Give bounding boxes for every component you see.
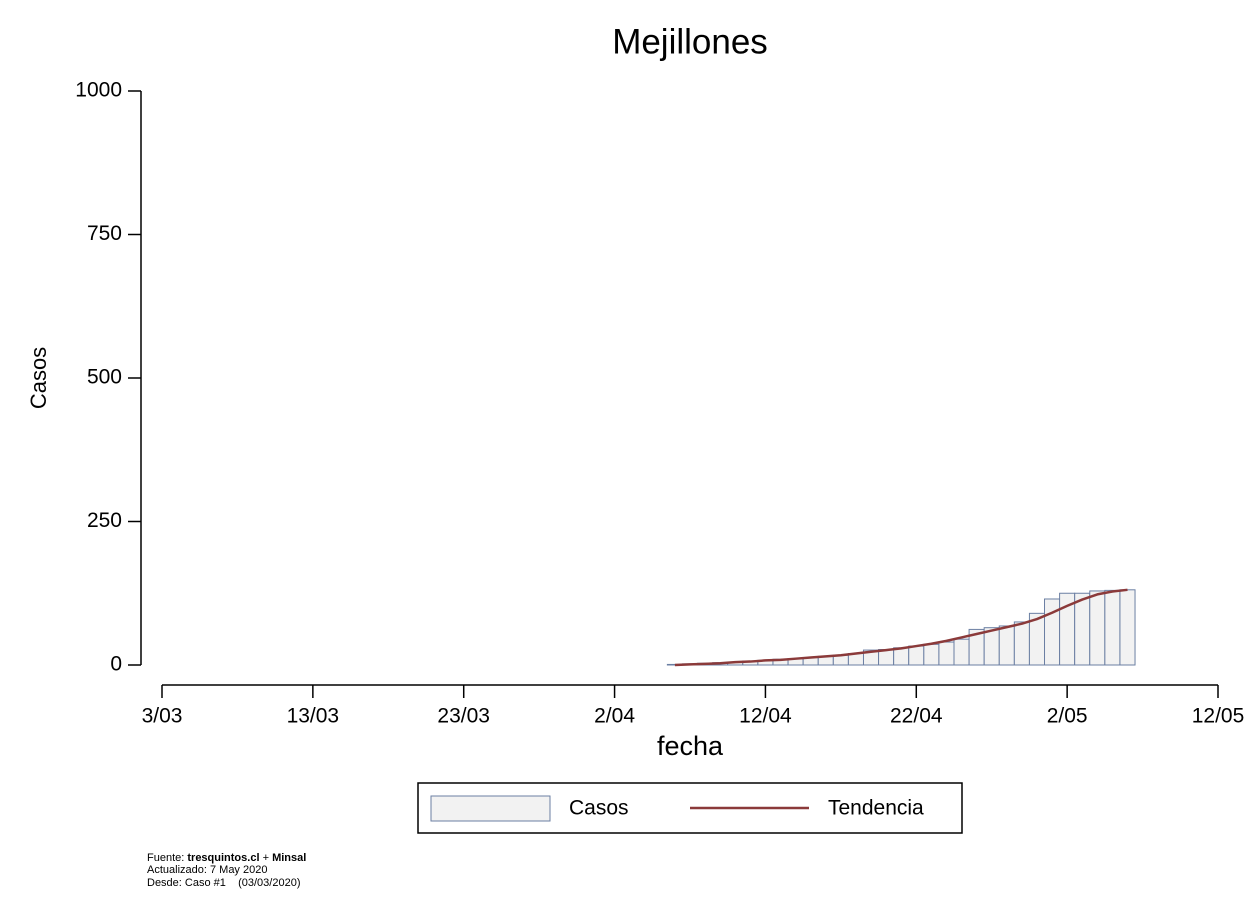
x-tick-label: 12/04 (739, 705, 792, 728)
bar (983, 627, 1000, 666)
legend-label: Casos (569, 797, 629, 820)
footer-text: tresquintos.cl (187, 852, 259, 864)
x-tick-label: 12/05 (1192, 705, 1245, 728)
trend-line (674, 588, 1128, 667)
y-tick-label: 1000 (75, 79, 122, 102)
bar (1104, 589, 1121, 666)
bar (1013, 621, 1030, 666)
x-tick-label: 22/04 (890, 705, 943, 728)
footer-since: Desde: Caso #1 (03/03/2020) (147, 877, 300, 889)
x-tick-label: 2/05 (1047, 705, 1088, 728)
x-axis-label: fecha (657, 731, 724, 761)
bar (998, 625, 1015, 666)
bar (1119, 589, 1136, 666)
legend-swatch (430, 795, 551, 822)
legend-label: Tendencia (828, 797, 924, 820)
x-tick-label: 2/04 (594, 705, 635, 728)
y-tick-label: 0 (110, 653, 122, 676)
y-tick-label: 750 (87, 222, 122, 245)
x-tick-label: 13/03 (287, 705, 340, 728)
bar (1044, 598, 1061, 666)
footer-text: + (263, 852, 269, 864)
x-tick-label: 23/03 (437, 705, 490, 728)
bar (938, 641, 955, 666)
bar (953, 638, 970, 666)
y-tick-label: 500 (87, 366, 122, 389)
y-tick-label: 250 (87, 509, 122, 532)
bar (893, 647, 910, 666)
bar (908, 645, 925, 666)
footer-text: Minsal (272, 852, 306, 864)
bar (1089, 590, 1106, 666)
footer-updated: Actualizado: 7 May 2020 (147, 864, 267, 876)
bar (923, 643, 940, 666)
footer-text: Fuente: (147, 852, 184, 864)
y-axis-label: Casos (26, 347, 51, 409)
chart-title: Mejillones (612, 22, 768, 61)
x-tick-label: 3/03 (142, 705, 183, 728)
bar (1074, 592, 1091, 666)
footer-source: Fuente: tresquintos.cl + Minsal (147, 852, 306, 864)
